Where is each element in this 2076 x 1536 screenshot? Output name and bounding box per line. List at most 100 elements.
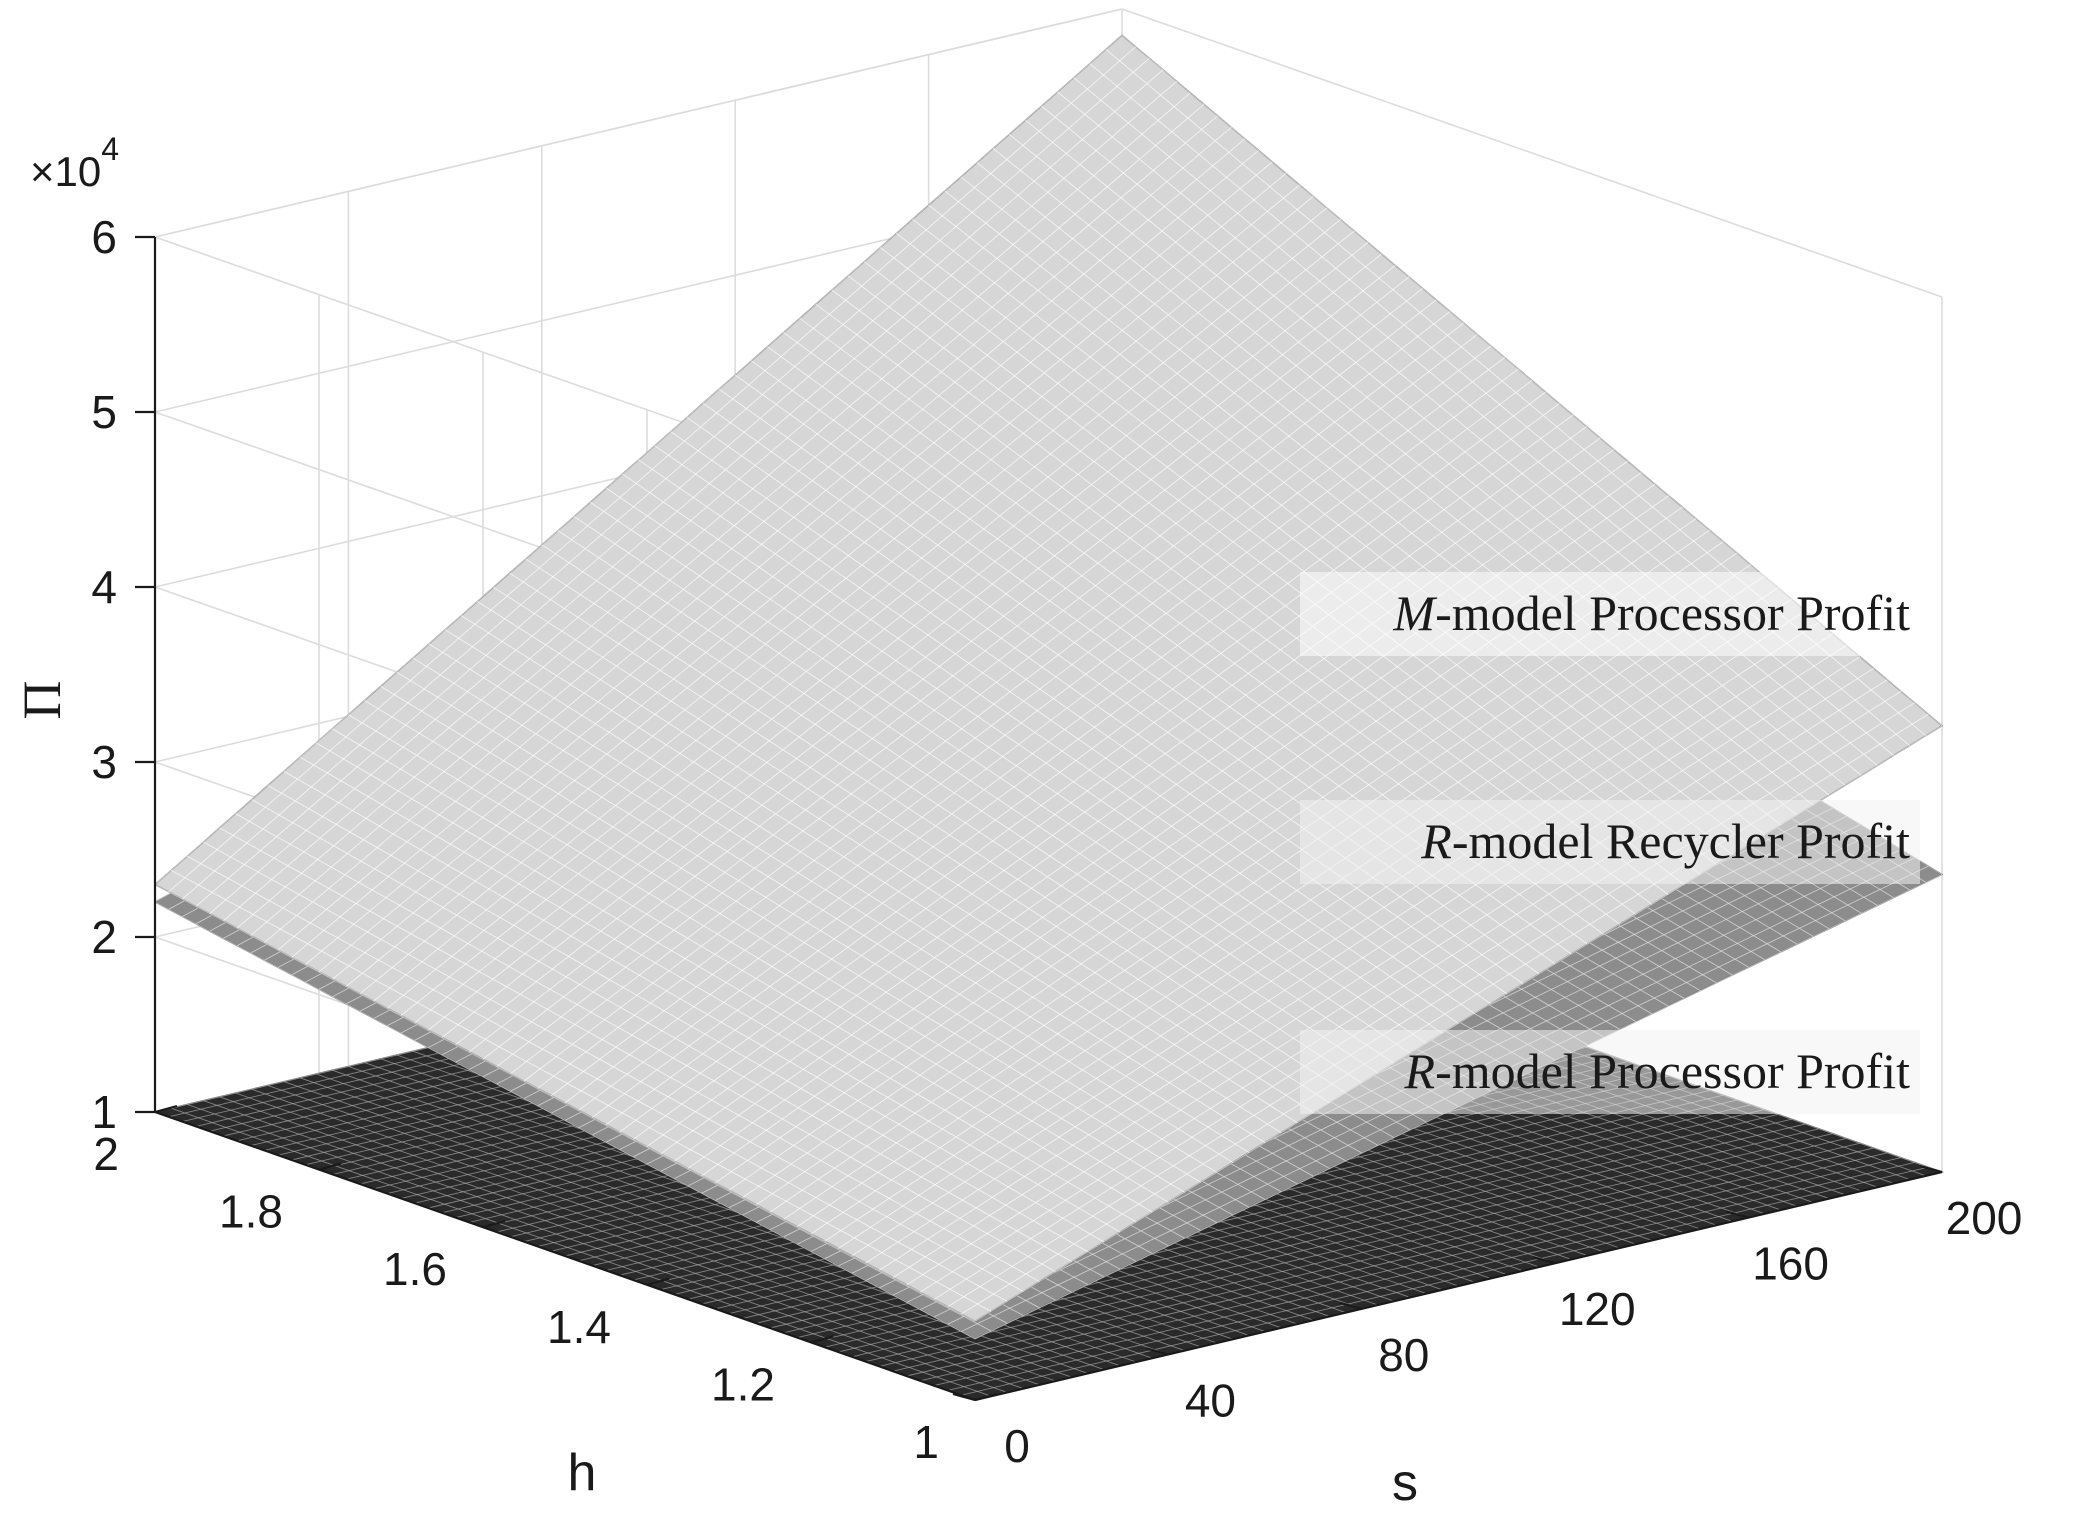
mesh-line xyxy=(551,368,1519,1096)
svg-text:×104: ×104 xyxy=(30,131,119,195)
mesh-line xyxy=(523,345,1492,1082)
mesh-line xyxy=(469,299,1437,1053)
x-tick-label: 40 xyxy=(1185,1374,1236,1426)
mesh-line xyxy=(906,667,1874,1286)
x-tick xyxy=(1146,1347,1169,1356)
mesh-line xyxy=(892,656,1861,1278)
y-tick-label: 1.2 xyxy=(711,1358,775,1410)
x-tick-label: 200 xyxy=(1946,1192,2023,1244)
mesh-line xyxy=(879,644,1847,1271)
y-tick-label: 1.4 xyxy=(547,1301,611,1353)
series-label-rest: -model Recycler Profit xyxy=(1452,813,1910,869)
z-exponent-label: ×104 xyxy=(30,131,119,195)
mesh-line xyxy=(920,679,1888,1293)
mesh-line xyxy=(824,598,1792,1242)
series-label-text: R-model Recycler Profit xyxy=(1420,813,1910,869)
box-edge xyxy=(1121,8,1943,298)
mesh-line xyxy=(209,80,1177,914)
mesh-line xyxy=(906,1147,1874,1377)
mesh-line xyxy=(305,161,1273,965)
mesh-line xyxy=(810,587,1779,1235)
mesh-line xyxy=(455,288,1423,1045)
z-exponent-base: ×10 xyxy=(30,148,101,195)
series-label-rest: -model Processor Profit xyxy=(1435,585,1910,641)
box-edge xyxy=(154,8,1123,238)
mesh-line xyxy=(619,426,1587,1133)
mesh-line xyxy=(264,126,1232,944)
series-label-backdrop xyxy=(1300,572,1920,656)
z-tick-label: 1 xyxy=(91,1086,117,1138)
series-label-italic: M xyxy=(1392,585,1437,641)
mesh-line xyxy=(168,46,1136,893)
mesh-line xyxy=(592,403,1560,1118)
mesh-line xyxy=(154,34,1123,885)
mesh-line xyxy=(510,334,1478,1075)
x-tick xyxy=(1919,1164,1943,1174)
x-tick xyxy=(1532,1256,1556,1265)
mesh-line xyxy=(373,219,1341,1002)
mesh-line xyxy=(933,690,1902,1300)
series-label-italic: R xyxy=(1404,1043,1436,1099)
series-label-1: M-model Processor Profit xyxy=(1300,572,1920,656)
mesh-line xyxy=(223,92,1191,922)
mesh-line xyxy=(291,149,1259,958)
x-axis-line xyxy=(974,1170,1943,1402)
mesh-line xyxy=(195,69,1164,907)
y-axis-title: h xyxy=(568,1444,597,1502)
y-tick-label: 1.6 xyxy=(383,1243,447,1295)
mesh-line xyxy=(865,1133,1833,1363)
mesh-line xyxy=(605,414,1574,1126)
z-tick-label: 3 xyxy=(91,736,117,788)
z-exponent-power: 4 xyxy=(101,131,119,167)
y-tick xyxy=(974,1392,998,1402)
mesh-line xyxy=(250,115,1218,936)
z-tick-label: 4 xyxy=(91,561,117,613)
mesh-line xyxy=(482,311,1451,1060)
mesh-line xyxy=(783,564,1751,1220)
mesh-line xyxy=(236,103,1205,929)
z-tick-label: 6 xyxy=(91,211,117,263)
series-label-text: R-model Processor Profit xyxy=(1404,1043,1911,1099)
mesh-line xyxy=(414,253,1382,1024)
mesh-line xyxy=(537,357,1505,1089)
mesh-line xyxy=(851,621,1820,1257)
series-label-3: R-model Processor Profit xyxy=(1300,1030,1920,1114)
y-tick xyxy=(810,1335,834,1344)
x-tick xyxy=(1339,1301,1363,1310)
series-label-text: M-model Processor Profit xyxy=(1392,585,1910,641)
y-tick xyxy=(646,1277,670,1286)
x-axis-title: s xyxy=(1392,1454,1418,1512)
mesh-line xyxy=(920,1152,1888,1382)
mesh-line xyxy=(947,1161,1915,1391)
mesh-line xyxy=(879,1137,1847,1367)
mesh-line xyxy=(838,610,1806,1249)
mesh-line xyxy=(646,449,1615,1147)
mesh-line xyxy=(387,230,1355,1009)
mesh-line xyxy=(277,138,1246,951)
z-axis-title: Π xyxy=(12,681,72,720)
series-label-2: R-model Recycler Profit xyxy=(1300,800,1920,884)
mesh-line xyxy=(633,437,1601,1140)
series-label-rest: -model Processor Profit xyxy=(1435,1043,1910,1099)
y-tick-label: 2 xyxy=(93,1128,119,1180)
mesh-line xyxy=(797,575,1765,1227)
mesh-line xyxy=(892,1142,1861,1372)
mesh-line xyxy=(428,265,1396,1031)
x-tick-label: 0 xyxy=(1004,1420,1030,1472)
mesh-line xyxy=(182,57,1150,900)
x-tick xyxy=(1726,1210,1749,1219)
y-axis-line xyxy=(154,1110,976,1402)
mesh-line xyxy=(564,380,1533,1104)
y-tick-label: 1 xyxy=(913,1416,939,1468)
mesh-line xyxy=(346,196,1314,987)
surface-layer xyxy=(152,34,1945,1401)
x-tick-label: 120 xyxy=(1559,1283,1636,1335)
mesh-line xyxy=(400,242,1369,1016)
x-tick xyxy=(952,1392,976,1402)
y-tick xyxy=(482,1220,506,1229)
y-tick xyxy=(318,1162,342,1171)
